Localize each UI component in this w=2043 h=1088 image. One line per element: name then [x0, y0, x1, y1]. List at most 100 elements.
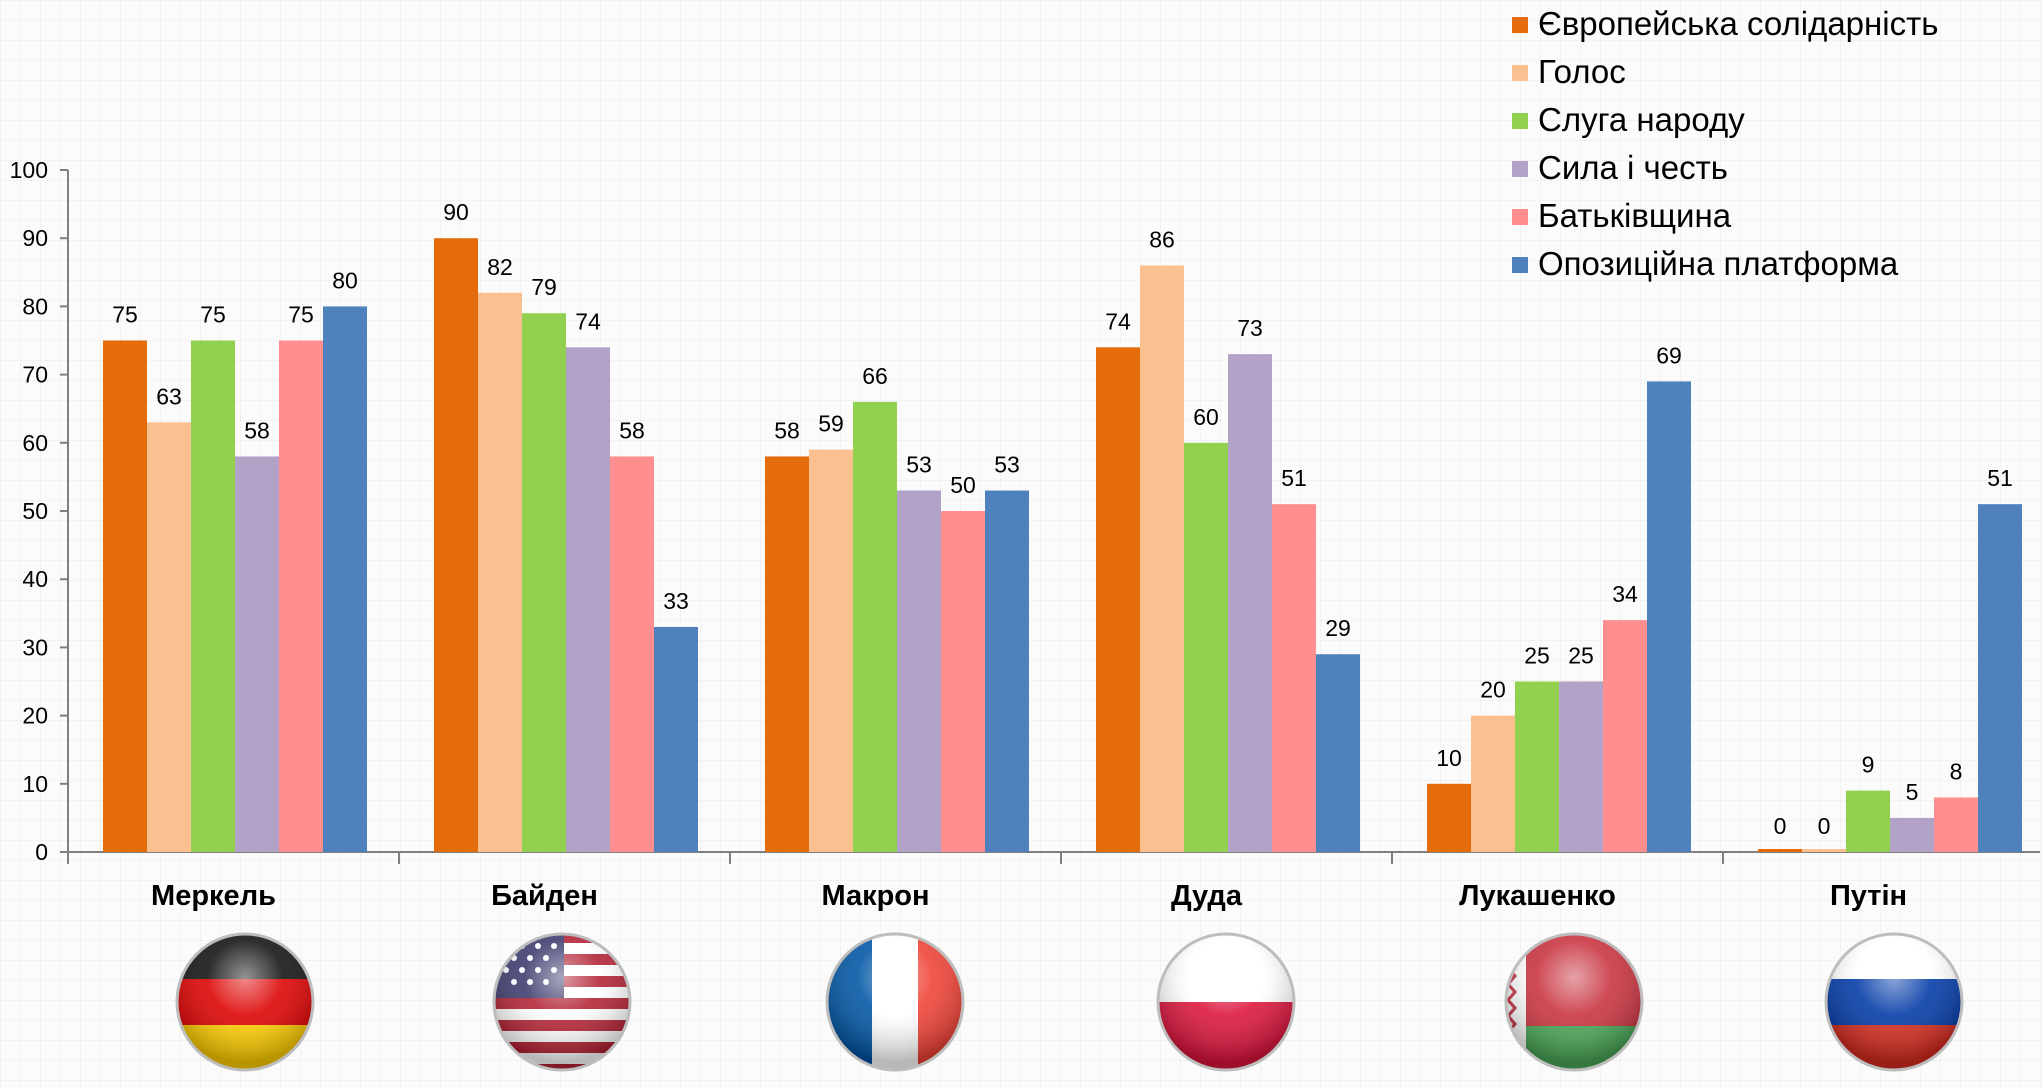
- bar: [1228, 354, 1272, 852]
- data-label: 58: [244, 417, 270, 443]
- y-tick-label: 10: [22, 771, 48, 797]
- bar: [235, 456, 279, 852]
- bar: [323, 306, 367, 852]
- bar: [853, 401, 897, 852]
- bar: [522, 313, 566, 853]
- y-tick-label: 20: [22, 703, 48, 729]
- bar: [478, 292, 522, 852]
- data-label: 79: [531, 274, 557, 300]
- data-label: 90: [443, 199, 469, 225]
- bar: [1184, 442, 1228, 852]
- bar: [1096, 347, 1140, 852]
- bar: [1890, 817, 1934, 852]
- legend-label: Опозиційна платформа: [1538, 245, 1899, 282]
- category-labels: Меркель Байден Макрон Дуда Лукашенко Путін: [151, 880, 1907, 912]
- bar: [566, 347, 610, 852]
- data-label: 51: [1987, 465, 2013, 491]
- category-label: Путін: [1830, 880, 1907, 912]
- data-label: 75: [200, 302, 226, 328]
- data-label: 33: [663, 588, 689, 614]
- data-label: 58: [619, 417, 645, 443]
- bar: [191, 340, 235, 852]
- bar: [103, 340, 147, 852]
- y-tick-label: 90: [22, 225, 48, 251]
- france-flag-icon: [825, 932, 965, 1072]
- legend-swatch: [1512, 17, 1528, 33]
- data-label: 59: [818, 411, 844, 437]
- bar: [1846, 790, 1890, 852]
- legend: Європейська солідарність Голос Слуга народ…: [1512, 5, 1938, 282]
- legend-label: Голос: [1538, 53, 1626, 90]
- legend-label: Європейська солідарність: [1538, 5, 1938, 42]
- data-label: 25: [1524, 643, 1550, 669]
- legend-label: Слуга народу: [1538, 101, 1745, 138]
- category-label: Меркель: [151, 880, 276, 912]
- data-label: 53: [906, 452, 932, 478]
- y-tick-label: 70: [22, 362, 48, 388]
- data-label: 51: [1281, 465, 1307, 491]
- russia-flag-icon: [1824, 932, 1964, 1072]
- bar: [1515, 681, 1559, 852]
- category-label: Макрон: [821, 880, 929, 912]
- bar: [1559, 681, 1603, 852]
- bar: [610, 456, 654, 852]
- bar: [1316, 654, 1360, 852]
- data-label: 9: [1862, 752, 1875, 778]
- data-label: 75: [112, 302, 138, 328]
- data-label: 73: [1237, 315, 1263, 341]
- bar: [279, 340, 323, 852]
- legend-swatch: [1512, 161, 1528, 177]
- x-axis: [67, 851, 2040, 864]
- bar: [654, 626, 698, 852]
- legend-swatch: [1512, 257, 1528, 273]
- bar: [1978, 504, 2022, 852]
- bar: [1758, 849, 1802, 852]
- bars: [103, 238, 2022, 853]
- bar: [1802, 849, 1846, 852]
- data-label: 29: [1325, 615, 1351, 641]
- data-label: 58: [774, 417, 800, 443]
- bar: [147, 422, 191, 852]
- y-tick-label: 0: [35, 839, 48, 865]
- category-label: Дуда: [1171, 880, 1243, 912]
- data-label: 34: [1612, 581, 1638, 607]
- data-label: 74: [575, 308, 601, 334]
- bar: [1647, 381, 1691, 852]
- data-label: 66: [862, 363, 888, 389]
- data-label: 60: [1193, 404, 1219, 430]
- belarus-flag-icon: [1504, 932, 1644, 1072]
- data-label: 82: [487, 254, 513, 280]
- data-label: 69: [1656, 342, 1682, 368]
- data-label: 20: [1480, 677, 1506, 703]
- y-axis-ticks: 0 10 20 30 40 50 60 70 80 90 100: [10, 157, 68, 865]
- legend-swatch: [1512, 113, 1528, 129]
- data-label: 75: [288, 302, 314, 328]
- bar: [985, 490, 1029, 852]
- bar: [1427, 783, 1471, 852]
- y-tick-label: 50: [22, 498, 48, 524]
- data-label: 86: [1149, 226, 1175, 252]
- category-label: Лукашенко: [1459, 880, 1616, 912]
- bar: [809, 449, 853, 852]
- y-tick-label: 80: [22, 293, 48, 319]
- data-label: 63: [156, 383, 182, 409]
- legend-swatch: [1512, 209, 1528, 225]
- bar: [1471, 715, 1515, 852]
- bar: [1934, 797, 1978, 852]
- data-label: 10: [1436, 745, 1462, 771]
- data-label: 5: [1906, 779, 1919, 805]
- bar: [1603, 620, 1647, 852]
- bar: [1272, 504, 1316, 852]
- germany-flag-icon: [175, 932, 315, 1072]
- data-label: 8: [1950, 758, 1963, 784]
- legend-swatch: [1512, 65, 1528, 81]
- data-label: 0: [1774, 813, 1787, 839]
- data-label: 25: [1568, 643, 1594, 669]
- y-tick-label: 100: [10, 157, 48, 183]
- bar: [897, 490, 941, 852]
- y-tick-label: 40: [22, 566, 48, 592]
- y-tick-label: 30: [22, 634, 48, 660]
- bar: [1140, 265, 1184, 853]
- bar: [765, 456, 809, 852]
